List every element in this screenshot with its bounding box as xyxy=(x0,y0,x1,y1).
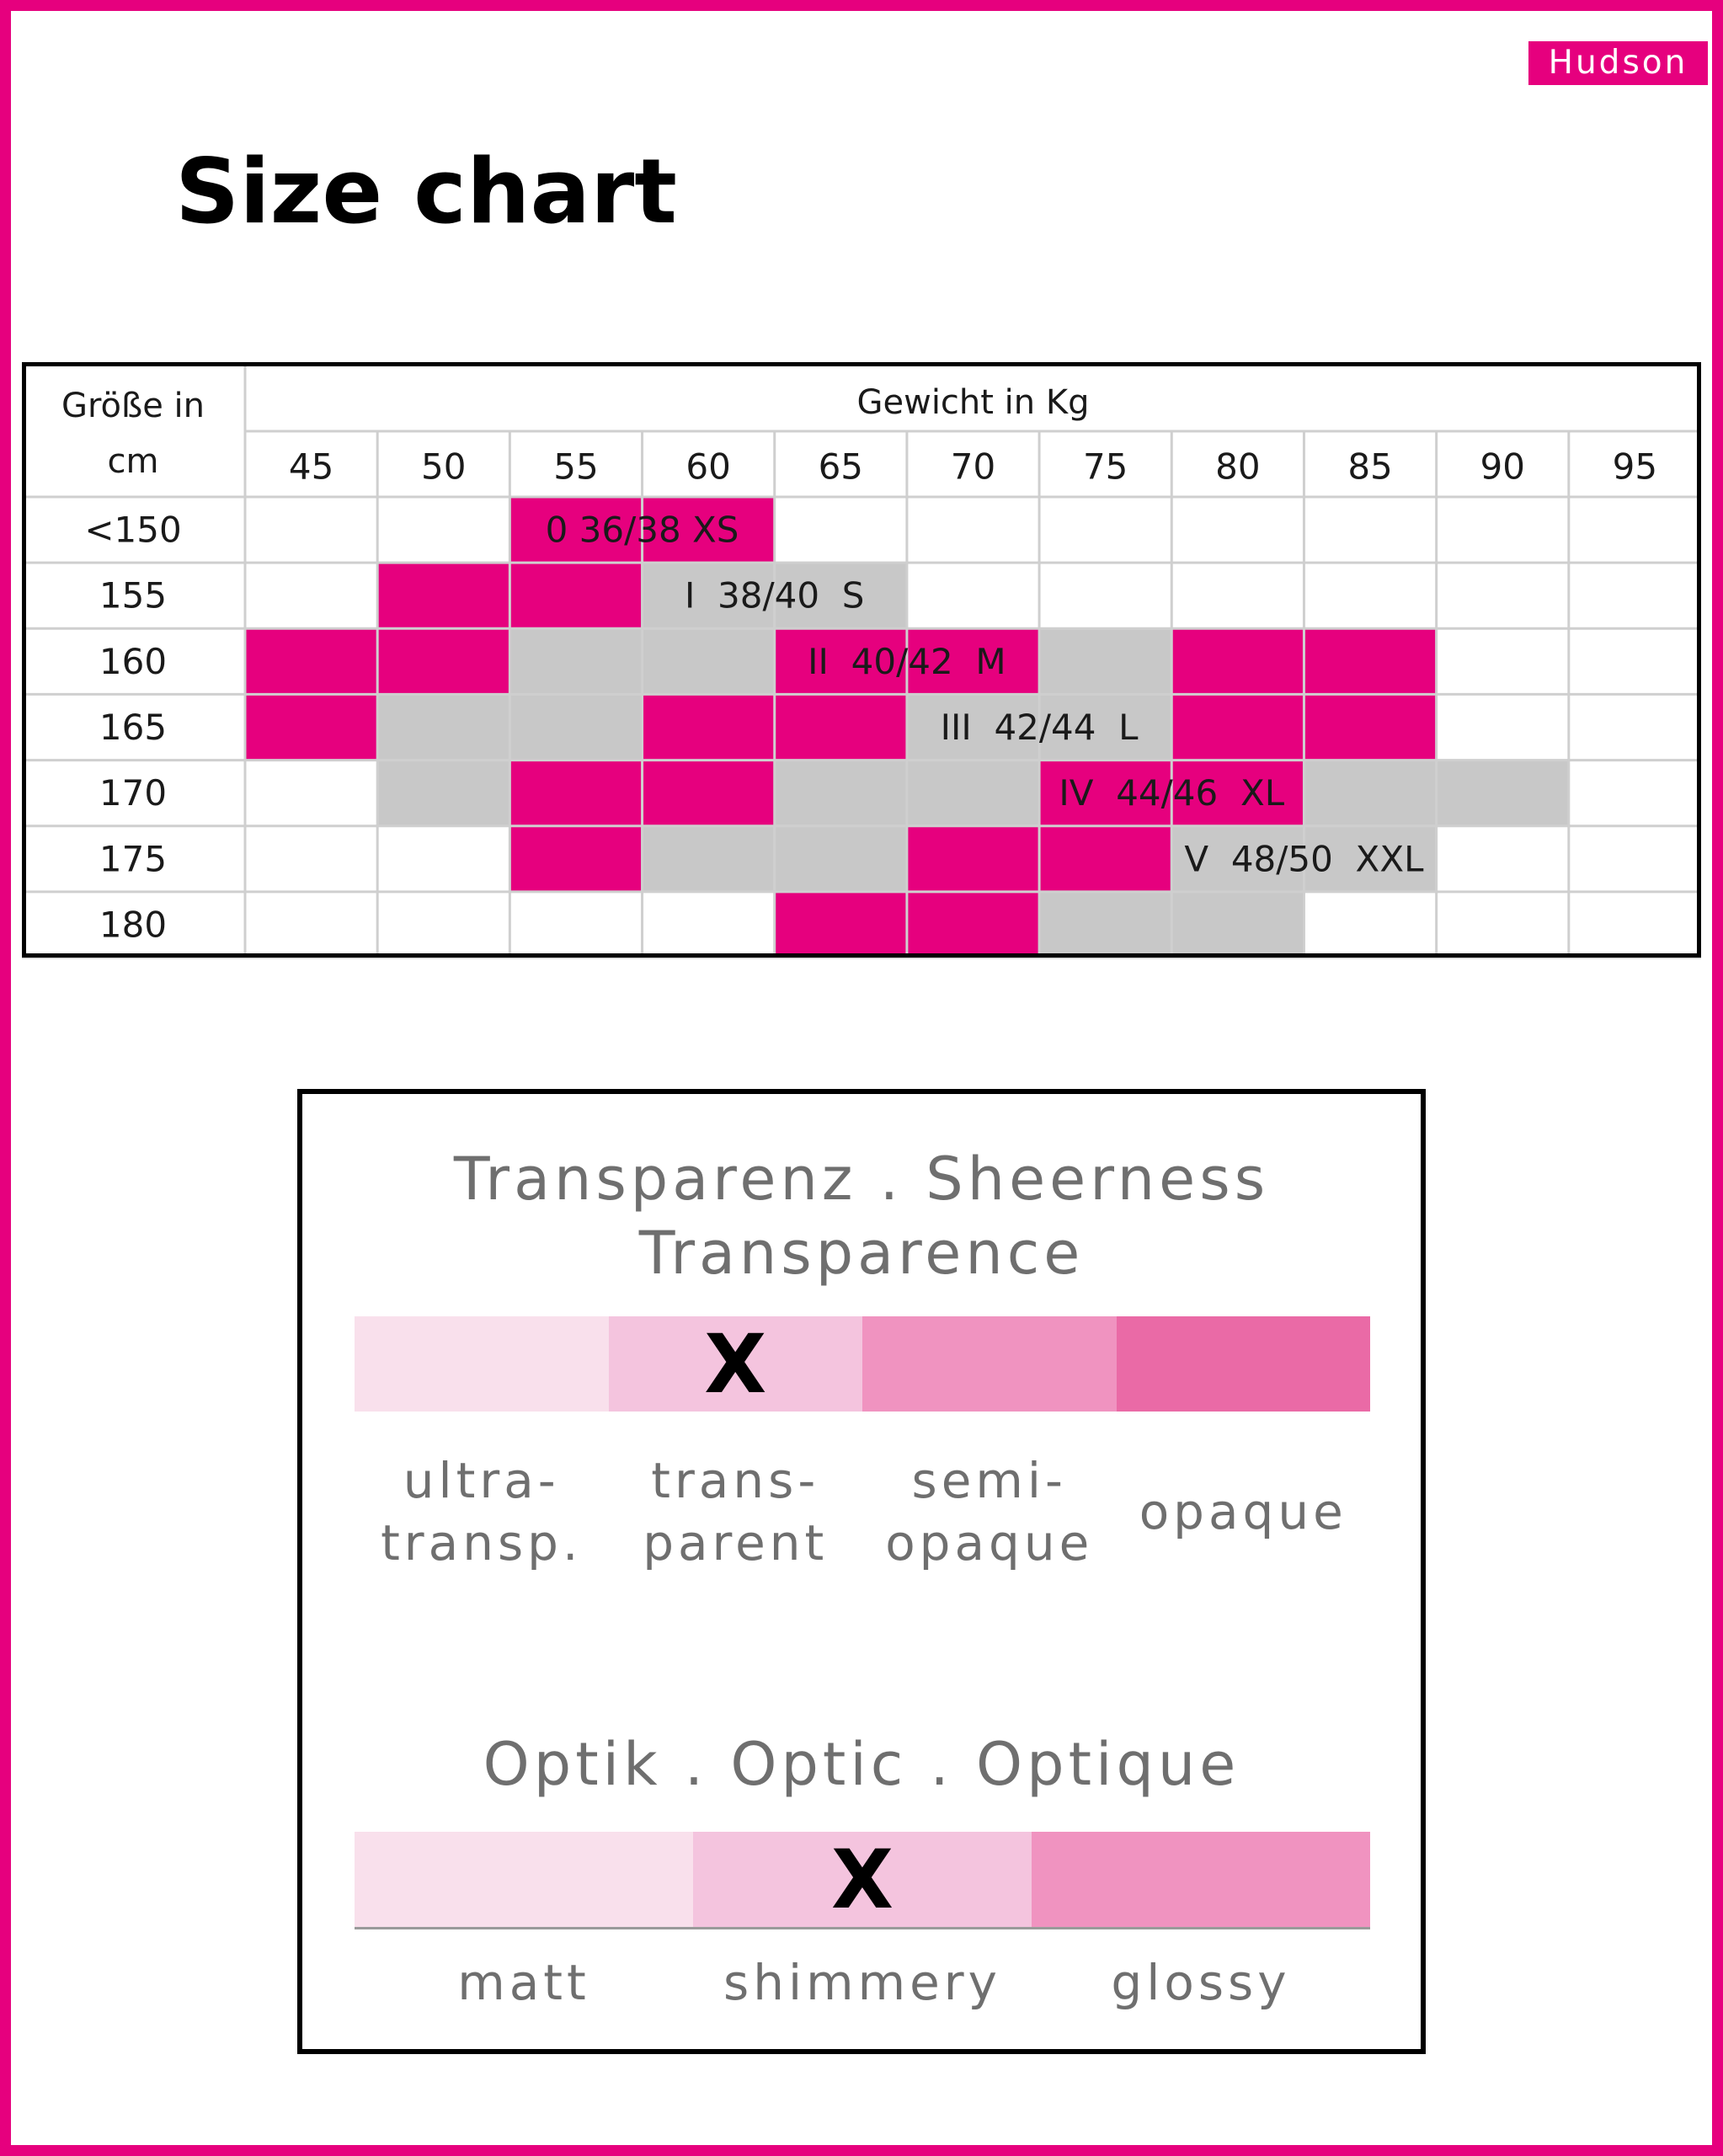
height-row-label: 175 xyxy=(99,838,167,879)
optic-level-swatch xyxy=(355,1832,693,1927)
size-block xyxy=(1039,628,1172,695)
corner-header-line2: cm xyxy=(108,442,159,481)
size-chart-table: Größe in cm Gewicht in Kg 45 50 55 60 65 70 75 80 8… xyxy=(22,362,1701,959)
brand-badge: Hudson xyxy=(1528,41,1708,85)
size-label: III 42/44 L xyxy=(941,707,1139,748)
optic-level-label: glossy xyxy=(1111,1954,1291,2011)
weight-tick-label: 65 xyxy=(819,446,863,488)
optic-level-swatch: X xyxy=(693,1832,1032,1927)
fabric-properties-panel: Transparenz . Sheerness Transparence X u… xyxy=(297,1089,1426,2054)
weight-tick-label: 45 xyxy=(289,446,333,488)
sheerness-level-swatch xyxy=(862,1316,1117,1412)
weight-tick-label: 95 xyxy=(1613,446,1657,488)
weight-tick-label: 85 xyxy=(1347,446,1392,488)
sheerness-level-swatch xyxy=(355,1316,609,1412)
height-row-label: <150 xyxy=(84,510,181,551)
size-block xyxy=(509,825,643,892)
height-row-label: 165 xyxy=(99,707,167,748)
optic-scale: X xyxy=(355,1832,1370,1927)
size-label: 0 36/38 XS xyxy=(546,510,739,551)
weight-tick-label: 50 xyxy=(421,446,466,488)
optic-selected-mark: X xyxy=(830,1832,894,1927)
sheerness-level-swatch xyxy=(1116,1316,1370,1412)
weight-header: Gewicht in Kg xyxy=(857,383,1090,422)
sheerness-selected-mark: X xyxy=(704,1316,767,1412)
size-block xyxy=(377,760,510,826)
sheerness-level-label: opaque xyxy=(1139,1483,1347,1540)
sheerness-level-label: ultra-transp. xyxy=(381,1452,583,1572)
optic-level-label: shimmery xyxy=(723,1954,1001,2011)
height-row-label: 180 xyxy=(99,904,167,945)
size-label: V 48/50 XXL xyxy=(1184,838,1424,879)
page-title: Size chart xyxy=(175,140,677,243)
corner-header-line1: Größe in xyxy=(61,387,205,425)
weight-tick-label: 90 xyxy=(1480,446,1525,488)
optic-heading: Optik . Optic . Optique xyxy=(483,1730,1240,1799)
weight-tick-label: 60 xyxy=(685,446,730,488)
optic-level-label: matt xyxy=(457,1954,590,2011)
table-border xyxy=(22,362,1701,958)
size-label: II 40/42 M xyxy=(808,641,1006,682)
weight-tick-label: 80 xyxy=(1215,446,1260,488)
sheerness-level-swatch: X xyxy=(608,1316,862,1412)
sheerness-scale: X xyxy=(355,1316,1370,1412)
optic-level-swatch xyxy=(1032,1832,1370,1927)
sheerness-level-label: semi-opaque xyxy=(885,1452,1094,1572)
optic-labels: matt shimmery glossy xyxy=(355,1945,1370,2020)
height-row-label: 170 xyxy=(99,772,167,814)
weight-tick-label: 75 xyxy=(1083,446,1128,488)
weight-tick-label: 70 xyxy=(951,446,995,488)
weight-tick-label: 55 xyxy=(553,446,598,488)
height-row-label: 155 xyxy=(99,575,167,616)
sheerness-heading-line2: Transparence xyxy=(638,1219,1085,1288)
size-block xyxy=(245,694,378,760)
sheerness-level-label: trans-parent xyxy=(643,1452,829,1572)
size-label: I 38/40 S xyxy=(685,575,865,616)
sheerness-labels: ultra-transp. trans-parent semi-opaque opaq… xyxy=(355,1444,1370,1579)
optic-baseline xyxy=(355,1927,1370,1929)
size-label: IV 44/46 XL xyxy=(1059,772,1284,814)
sheerness-heading-line1: Transparenz . Sheerness xyxy=(453,1145,1270,1214)
height-row-label: 160 xyxy=(99,641,167,682)
